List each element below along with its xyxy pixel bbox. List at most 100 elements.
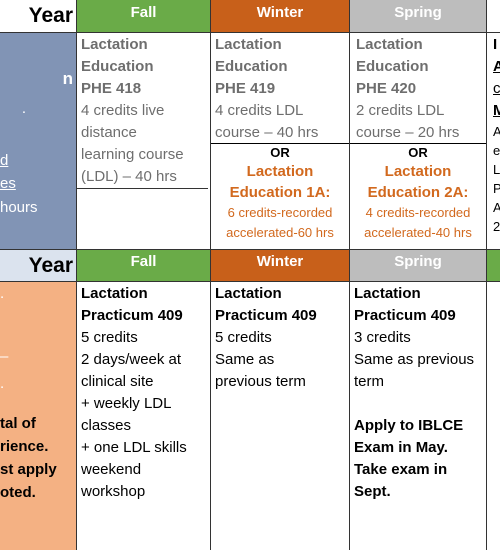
left-fragment: n (62, 69, 73, 88)
course-title: Lactation (356, 36, 423, 53)
grid-line (349, 0, 350, 550)
row1-spring-cell: Lactation Education PHE 420 2 credits LD… (350, 32, 486, 250)
course-detail: learning course (81, 146, 184, 163)
course-title: Lactation (215, 285, 282, 302)
course-detail: previous term (215, 373, 306, 390)
alt-course-title: Lactation (246, 163, 314, 180)
alt-course-detail: 6 credits-recorded (227, 205, 333, 220)
course-detail: classes (81, 417, 132, 434)
row1-winter-cell: Lactation Education PHE 419 4 credits LD… (211, 32, 349, 250)
course-title: Lactation (81, 36, 148, 53)
course-detail: 3 credits (354, 329, 411, 346)
course-title: Education (356, 58, 429, 75)
year-label: Year (28, 4, 73, 27)
grid-line (76, 0, 77, 550)
spring-label: Spring (394, 253, 442, 270)
grid-line (0, 281, 500, 282)
clipped-fragment: A (493, 124, 500, 139)
course-title: Practicum 409 (354, 307, 456, 324)
course-detail: distance (81, 124, 137, 141)
fall-header-2: Fall (77, 250, 210, 281)
course-code: PHE 419 (215, 80, 276, 97)
clipped-fragment: M (493, 102, 500, 119)
left-fragment: es (0, 175, 16, 192)
course-code: PHE 418 (81, 80, 142, 97)
winter-label: Winter (256, 4, 304, 21)
course-detail: + one LDL skills (81, 439, 187, 456)
course-detail: workshop (81, 483, 146, 500)
row1-right-clipped: I A c M A e L P A 2 (487, 32, 500, 250)
alt-course-title: Education 1A: (229, 184, 331, 201)
year-header-2: Year (0, 250, 76, 281)
course-code: PHE 420 (356, 80, 417, 97)
left-fragment: d (0, 152, 9, 169)
exam-note: Apply to IBLCE (354, 417, 464, 434)
divider (211, 143, 349, 144)
left-fragment: oted. (0, 484, 36, 501)
course-detail: 2 days/week at (81, 351, 182, 368)
clipped-fragment: I (493, 36, 498, 53)
course-detail: 4 credits LDL (215, 102, 304, 119)
left-fragment: rience. (0, 438, 49, 455)
divider (350, 143, 486, 144)
left-fragment: tal of (0, 415, 36, 432)
extra-header-2 (487, 250, 500, 281)
winter-header-2: Winter (211, 250, 349, 281)
course-title: Practicum 409 (215, 307, 317, 324)
course-detail: + weekly LDL (81, 395, 172, 412)
left-column-2: . – . tal of rience. st apply oted. (0, 281, 76, 550)
clipped-fragment: A (493, 200, 500, 215)
left-fragment: . (0, 375, 5, 392)
course-title: Education (215, 58, 288, 75)
course-detail: course – 20 hrs (356, 124, 460, 141)
clipped-fragment: L (493, 162, 500, 177)
grid-line (486, 0, 487, 550)
grid-line (0, 32, 500, 33)
course-detail: weekend (81, 461, 142, 478)
course-title: Lactation (81, 285, 148, 302)
exam-note: Exam in May. (354, 439, 448, 456)
alt-course-detail: accelerated-40 hrs (364, 225, 472, 240)
extra-header-1 (487, 0, 500, 32)
spring-label: Spring (394, 4, 442, 21)
grid-line (210, 0, 211, 550)
course-detail: 5 credits (81, 329, 138, 346)
course-detail: 2 credits LDL (356, 102, 445, 119)
exam-note: Take exam in (354, 461, 448, 478)
alt-course-title: Lactation (384, 163, 452, 180)
grid-line (0, 249, 500, 250)
course-detail: term (354, 373, 384, 390)
left-fragment: hours (0, 199, 38, 216)
clipped-fragment: P (493, 181, 500, 196)
course-detail: (LDL) – 40 hrs (81, 168, 177, 185)
winter-label: Winter (256, 253, 304, 270)
left-fragment: st apply (0, 461, 57, 478)
course-detail: course – 40 hrs (215, 124, 319, 141)
left-column-1: n . d es hours (0, 32, 76, 250)
row2-spring-cell: Lactation Practicum 409 3 credits Same a… (350, 281, 486, 550)
row1-fall-cell: Lactation Education PHE 418 4 credits li… (77, 32, 210, 250)
clipped-fragment: A (493, 58, 500, 75)
course-detail: Same as previous (354, 351, 475, 368)
exam-note: Sept. (354, 483, 391, 500)
or-label: OR (270, 145, 290, 160)
alt-course-title: Education 2A: (367, 184, 469, 201)
course-detail: clinical site (81, 373, 154, 390)
year-header-1: Year (0, 0, 76, 32)
left-fragment: . (0, 285, 5, 302)
left-fragment: – (0, 348, 9, 365)
spring-header-1: Spring (350, 0, 486, 32)
left-fragment: . (21, 100, 26, 117)
spring-header-2: Spring (350, 250, 486, 281)
fall-label: Fall (130, 253, 157, 270)
course-title: Lactation (354, 285, 421, 302)
course-detail: 4 credits live (81, 102, 165, 119)
alt-course-detail: accelerated-60 hrs (226, 225, 334, 240)
course-title: Practicum 409 (81, 307, 183, 324)
or-label: OR (408, 145, 428, 160)
row2-winter-cell: Lactation Practicum 409 5 credits Same a… (211, 281, 349, 550)
divider (77, 188, 208, 189)
year-label: Year (28, 254, 73, 277)
clipped-fragment: 2 (493, 219, 500, 234)
alt-course-detail: 4 credits-recorded (365, 205, 471, 220)
